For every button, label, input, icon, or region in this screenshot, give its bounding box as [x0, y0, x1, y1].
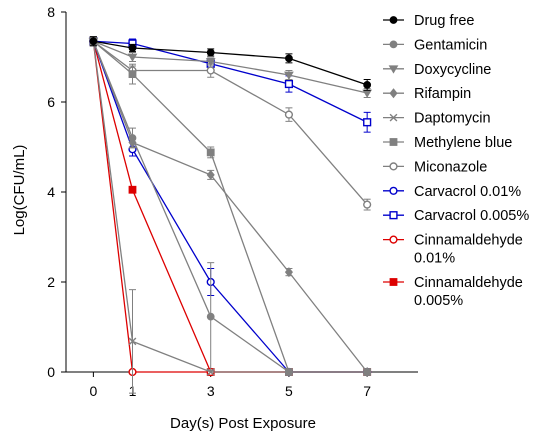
legend-marker [389, 278, 398, 286]
legend-item-gentamicin: Gentamicin [383, 37, 487, 53]
y-tick-label: 0 [47, 364, 55, 380]
legend-item-carvacrol-0-01: Carvacrol 0.01% [383, 184, 521, 200]
legend-label: Rifampin [414, 86, 471, 102]
marker-stroke [128, 337, 137, 346]
legend-label: Cinnamaldehyde [414, 233, 523, 249]
legend-marker [389, 88, 398, 99]
legend-label: Carvacrol 0.005% [414, 208, 529, 224]
legend-item-drug-free: Drug free [383, 13, 474, 29]
data-point [128, 44, 137, 52]
data-point [284, 79, 294, 89]
legend-item-daptomycin: Daptomycin [383, 111, 491, 127]
y-tick-label: 6 [47, 94, 55, 110]
data-point [363, 118, 372, 127]
data-point [206, 148, 215, 157]
legend-label: Methylene blue [414, 135, 512, 151]
series-daptomycin [89, 36, 372, 394]
legend-item-methylene-blue: Methylene blue [383, 135, 512, 151]
data-point [285, 368, 293, 376]
x-tick-label: 7 [363, 383, 371, 399]
legend-marker [389, 113, 398, 122]
data-point [128, 337, 137, 346]
legend-marker [389, 211, 398, 220]
data-point [128, 70, 137, 78]
x-tick-label: 5 [285, 383, 293, 399]
y-tick-label: 4 [47, 184, 55, 200]
legend-marker [389, 138, 398, 146]
data-point [285, 54, 293, 63]
legend-label: Carvacrol 0.01% [414, 184, 521, 200]
data-point [89, 37, 98, 46]
series-drug-free [89, 36, 372, 91]
data-point [363, 81, 372, 89]
series-methylene-blue [89, 36, 372, 376]
legend-marker [389, 16, 398, 24]
data-point [128, 185, 137, 194]
x-tick-label: 3 [207, 383, 215, 399]
legend-item-cinnamaldehyde-0-01: Cinnamaldehyde 0.01% [383, 233, 523, 267]
data-point [284, 110, 294, 119]
legend-label: Gentamicin [414, 37, 487, 53]
marker-stroke [389, 113, 398, 122]
y-tick-label: 8 [47, 4, 55, 20]
marker-stroke [206, 368, 215, 376]
legend-label: Daptomycin [414, 111, 491, 127]
data-point [284, 267, 293, 278]
legend-item-doxycycline: Doxycycline [383, 62, 491, 78]
series-line [92, 40, 368, 373]
data-point [206, 48, 215, 57]
data-point [206, 66, 215, 75]
legend-label: Miconazole [414, 159, 487, 175]
series-layer [88, 36, 373, 394]
legend-item-rifampin: Rifampin [383, 86, 471, 102]
data-point [205, 58, 216, 67]
legend-marker [389, 162, 398, 171]
legend-marker [389, 40, 398, 49]
data-point [206, 368, 215, 376]
x-axis-title: Day(s) Post Exposure [170, 415, 316, 432]
legend-label: Drug free [414, 13, 474, 29]
data-point [284, 71, 294, 80]
legend-item-cinnamaldehyde-0-005: Cinnamaldehyde 0.005% [383, 275, 523, 309]
data-point [206, 169, 215, 180]
legend-label: 0.005% [414, 293, 463, 309]
y-axis-title: Log(CFU/mL) [11, 145, 28, 236]
data-point [127, 53, 138, 62]
legend-label: Doxycycline [414, 62, 491, 78]
legend-marker [389, 235, 398, 244]
legend-label: Cinnamaldehyde [414, 275, 523, 291]
legend-label: 0.01% [414, 251, 455, 267]
x-tick-label: 0 [89, 383, 97, 399]
data-point [362, 89, 373, 98]
series-miconazole [89, 36, 372, 211]
legend-item-miconazole: Miconazole [383, 159, 487, 175]
data-point [363, 200, 372, 209]
y-tick-label: 2 [47, 274, 55, 290]
data-point [206, 312, 215, 321]
data-point [128, 134, 137, 142]
legend-item-carvacrol-0-005: Carvacrol 0.005% [383, 208, 529, 224]
legend-marker [388, 65, 399, 74]
legend-marker [389, 186, 398, 195]
data-point [363, 368, 372, 376]
legend: Drug free Gentamicin Doxycycline Rifampin Da… [383, 13, 529, 309]
